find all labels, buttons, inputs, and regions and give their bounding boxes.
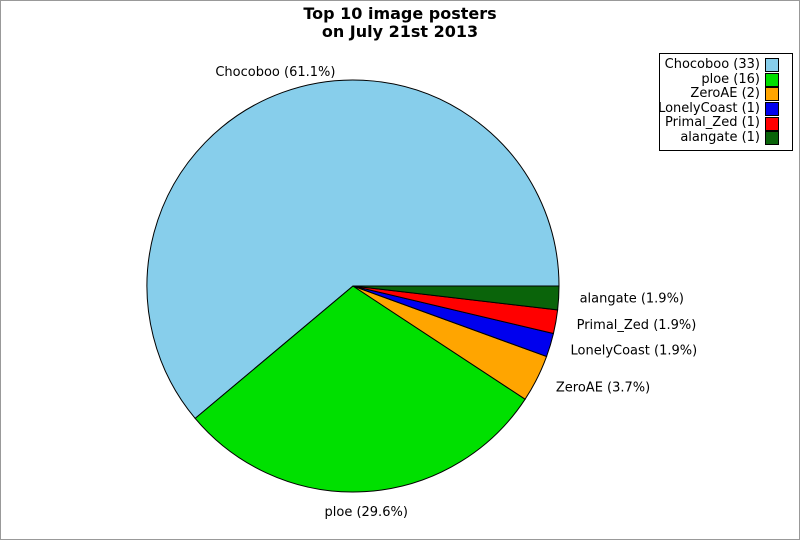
legend: Chocoboo (33) ploe (16) ZeroAE (2) Lonel… [658, 53, 793, 151]
chart-title-line2: on July 21st 2013 [321, 22, 479, 41]
slice-label-lonelycoast: LonelyCoast (1.9%) [571, 344, 698, 359]
legend-label-zeroae: ZeroAE (2) [690, 86, 760, 102]
legend-item-primal-zed: Primal_Zed (1) [664, 116, 779, 131]
legend-item-ploe: ploe (16) [664, 71, 779, 88]
legend-label-lonelycoast: LonelyCoast (1) [658, 100, 760, 116]
legend-swatch-icon-alangate [765, 131, 779, 146]
legend-item-alangate: alangate (1) [664, 129, 779, 146]
legend-item-zeroae: ZeroAE (2) [664, 87, 779, 102]
legend-swatch-icon-zeroae [765, 87, 779, 102]
pie-slice-ploe [194, 285, 526, 493]
legend-swatch-icon-ploe [765, 72, 779, 87]
chart-title: Top 10 image posters on July 21st 2013 [1, 5, 799, 41]
slice-label-primal-zed: Primal_Zed (1.9%) [577, 318, 697, 333]
legend-item-chocoboo: Chocoboo (33) [664, 57, 779, 73]
slice-label-zeroae: ZeroAE (3.7%) [556, 380, 650, 395]
legend-label-ploe: ploe (16) [701, 71, 760, 87]
pie-slice-chocoboo [146, 79, 560, 420]
legend-swatch-icon-primal-zed [765, 116, 779, 131]
slice-label-ploe: ploe (29.6%) [325, 505, 408, 520]
legend-label-alangate: alangate (1) [680, 129, 760, 145]
legend-label-chocoboo: Chocoboo (33) [664, 57, 760, 72]
legend-label-primal-zed: Primal_Zed (1) [664, 115, 760, 131]
legend-swatch-icon-lonelycoast [765, 102, 779, 117]
chart-title-line1: Top 10 image posters [303, 4, 497, 23]
legend-item-lonelycoast: LonelyCoast (1) [658, 101, 779, 117]
slice-label-alangate: alangate (1.9%) [580, 292, 684, 307]
slice-label-chocoboo: Chocoboo (61.1%) [215, 65, 335, 80]
pie-slice-alangate [352, 285, 560, 311]
legend-swatch-icon-chocoboo [765, 58, 779, 73]
